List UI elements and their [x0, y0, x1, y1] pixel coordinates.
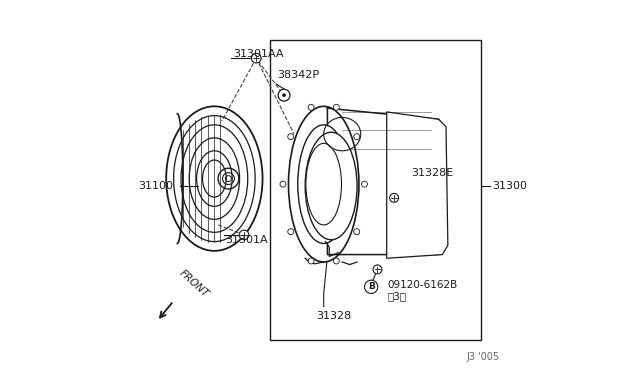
Circle shape — [288, 229, 294, 235]
Text: 31328: 31328 — [316, 311, 351, 321]
Circle shape — [308, 104, 314, 110]
Circle shape — [373, 265, 382, 274]
Bar — [270, 39, 481, 340]
Text: 38342P: 38342P — [277, 70, 319, 80]
Polygon shape — [387, 112, 448, 258]
Text: FRONT: FRONT — [177, 268, 211, 299]
Circle shape — [308, 258, 314, 264]
Circle shape — [354, 134, 360, 140]
Circle shape — [390, 193, 399, 202]
Circle shape — [278, 89, 290, 101]
Ellipse shape — [298, 125, 349, 243]
Text: 09120-6162B
（3）: 09120-6162B （3） — [388, 280, 458, 301]
Circle shape — [283, 94, 285, 97]
Text: B: B — [368, 282, 374, 291]
Circle shape — [333, 258, 339, 264]
Circle shape — [362, 181, 367, 187]
Text: 31301AA: 31301AA — [233, 49, 284, 60]
Circle shape — [252, 53, 261, 63]
Circle shape — [239, 230, 249, 240]
Ellipse shape — [305, 132, 357, 240]
Circle shape — [364, 280, 378, 294]
Circle shape — [333, 104, 339, 110]
Circle shape — [280, 181, 286, 187]
Text: 31328E: 31328E — [411, 168, 453, 178]
Text: 31300: 31300 — [492, 181, 527, 191]
Circle shape — [354, 229, 360, 235]
Text: 31100: 31100 — [139, 181, 173, 191]
Ellipse shape — [306, 143, 342, 225]
Circle shape — [288, 134, 294, 140]
Ellipse shape — [289, 106, 359, 262]
Text: J3 '005: J3 '005 — [467, 352, 500, 362]
Text: 31301A: 31301A — [225, 235, 268, 245]
